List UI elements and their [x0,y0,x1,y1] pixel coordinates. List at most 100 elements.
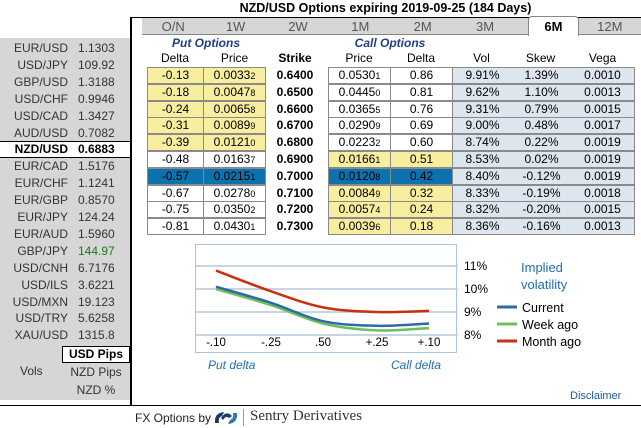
put-delta-cell[interactable]: -0.31 [147,117,204,135]
put-delta-cell[interactable]: -0.57 [147,167,204,185]
rate-value: 1.5176 [78,159,115,174]
tab-12m[interactable]: 12M [597,19,623,34]
rate-row-usd-jpy[interactable]: USD/JPY 109.92 [0,57,130,74]
rate-row-eur-jpy[interactable]: EUR/JPY 124.24 [0,209,130,226]
rate-value: 1.3427 [78,108,115,123]
tab-1w[interactable]: 1W [225,19,246,34]
rate-row-nzd-usd[interactable]: NZD/USD 0.6883 [0,141,131,159]
call-price: 0.0223 [338,135,376,150]
call-price-cell[interactable]: 0.00396 [328,218,391,236]
page-title: NZD/USD Options expiring 2019-09-25 (184… [239,1,532,15]
put-price-cell[interactable]: 0.00658 [203,100,266,118]
rate-row-usd-cad[interactable]: USD/CAD 1.3427 [0,108,130,125]
call-price-cell[interactable]: 0.00849 [328,184,391,202]
put-delta-cell[interactable]: -0.24 [147,100,204,118]
y-tick-label: 9% [464,305,482,319]
call-price-cell[interactable]: 0.02232 [328,134,391,152]
call-price-cell[interactable]: 0.03655 [328,100,391,118]
call-price-pip: 4 [375,205,381,216]
call-price-cell[interactable]: 0.01208 [328,167,391,185]
call-delta-cell[interactable]: 0.42 [390,167,453,185]
rate-row-usd-chf[interactable]: USD/CHF 0.9946 [0,91,130,108]
call-price-cell[interactable]: 0.04450 [328,83,391,101]
tab-6m[interactable]: 6M [528,16,579,36]
rate-value: 144.97 [78,243,115,258]
vol-group-cell: 8.36% -0.16% 0.0013 [452,218,635,236]
rate-row-eur-cad[interactable]: EUR/CAD 1.5176 [0,158,130,175]
put-delta-cell[interactable]: -0.75 [147,201,204,219]
tab-2m[interactable]: 2M [413,19,432,34]
call-delta-cell[interactable]: 0.32 [390,184,453,202]
rate-row-usd-ils[interactable]: USD/ILS 3.6221 [0,277,130,294]
rate-row-usd-cnh[interactable]: USD/CNH 6.7176 [0,260,130,277]
unit-option[interactable]: USD Pips [62,346,130,363]
footer: FX Options by Sentry Derivatives [0,405,641,428]
unit-option[interactable]: NZD Pips [70,365,122,379]
call-price-cell[interactable]: 0.00574 [328,201,391,219]
call-delta-cell[interactable]: 0.86 [390,67,453,84]
skew-value: 0.02% [524,152,559,166]
put-price-cell[interactable]: 0.02151 [203,167,266,185]
call-options-header: Call Options [354,36,426,50]
call-price-cell[interactable]: 0.02909 [328,117,391,135]
disclaimer-link[interactable]: Disclaimer [570,390,622,402]
series-line-month-ago [215,269,430,314]
call-delta-cell[interactable]: 0.81 [390,83,453,101]
put-delta-cell[interactable]: -0.39 [147,134,204,152]
call-delta-cell[interactable]: 0.51 [390,151,453,168]
call-price-cell[interactable]: 0.05301 [328,67,391,84]
currency-pair: EUR/CAD [13,159,68,174]
put-price-cell[interactable]: 0.03502 [203,201,266,219]
rate-row-aud-usd[interactable]: AUD/USD 0.7082 [0,125,130,142]
legend-label: Current [522,301,564,315]
vega-value: 0.0019 [584,135,621,150]
vega-value: 0.0015 [584,202,621,217]
rate-row-usd-mxn[interactable]: USD/MXN 19.123 [0,294,130,311]
call-delta-cell[interactable]: 0.24 [390,201,453,219]
call-delta-cell[interactable]: 0.60 [390,134,453,152]
call-price-pip: 6 [375,222,381,233]
chart-legend: Implied volatility Current Week ago Month ag… [497,260,581,349]
rate-row-eur-chf[interactable]: EUR/CHF 1.1241 [0,175,130,192]
rate-row-usd-try[interactable]: USD/TRY 5.6258 [0,310,130,327]
skew-value: 0.79% [524,101,559,116]
put-price-cell[interactable]: 0.02780 [203,184,266,202]
vol-group-cell: 9.62% 1.10% 0.0013 [452,83,635,101]
rate-row-xau-usd[interactable]: XAU/USD 1315.8 [0,327,130,344]
currency-pair: EUR/JPY [17,210,68,224]
put-price-pip: 0 [250,138,256,149]
put-price-cell[interactable]: 0.04301 [203,218,266,236]
put-price-cell[interactable]: 0.00332 [203,67,266,84]
put-delta-cell[interactable]: -0.81 [147,218,204,236]
tab-on[interactable]: O/N [161,19,185,34]
put-price: 0.0033 [213,68,251,82]
put-price-cell[interactable]: 0.00478 [203,83,266,101]
tab-3m[interactable]: 3M [476,19,495,34]
x-tick-label: .50 [315,337,331,349]
put-delta-cell[interactable]: -0.67 [147,184,204,202]
call-delta-cell[interactable]: 0.76 [390,100,453,118]
put-delta-cell[interactable]: -0.18 [147,83,204,101]
tab-2w[interactable]: 2W [288,19,308,34]
call-delta-cell[interactable]: 0.69 [390,117,453,135]
call-price-pip: 1 [375,155,381,165]
put-price-cell[interactable]: 0.01637 [203,151,266,168]
rate-row-eur-gbp[interactable]: EUR/GBP 0.8570 [0,192,130,209]
call-price-cell[interactable]: 0.01661 [328,151,391,168]
expiry-tabs: O/N 1W 2W 1M 2M 3M 6M 12M [142,16,641,36]
rate-row-gbp-usd[interactable]: GBP/USD 1.3188 [0,74,130,91]
rate-row-eur-aud[interactable]: EUR/AUD 1.5960 [0,226,130,243]
column-header-price: Price [220,51,249,65]
vol-group-cell: 8.40% -0.12% 0.0019 [452,167,635,185]
rate-row-gbp-jpy[interactable]: GBP/JPY 144.97 [0,243,130,260]
rate-value: 1315.8 [78,328,115,343]
put-price-cell[interactable]: 0.00899 [203,117,266,135]
vol-value: 9.91% [465,68,500,82]
tab-1m[interactable]: 1M [351,19,370,34]
rate-row-eur-usd[interactable]: EUR/USD 1.1303 [0,40,130,57]
put-price-cell[interactable]: 0.01210 [203,134,266,152]
put-delta-cell[interactable]: -0.48 [147,151,204,168]
put-delta-cell[interactable]: -0.13 [147,67,204,84]
call-delta-cell[interactable]: 0.18 [390,218,453,236]
unit-option[interactable]: NZD % [76,383,116,397]
